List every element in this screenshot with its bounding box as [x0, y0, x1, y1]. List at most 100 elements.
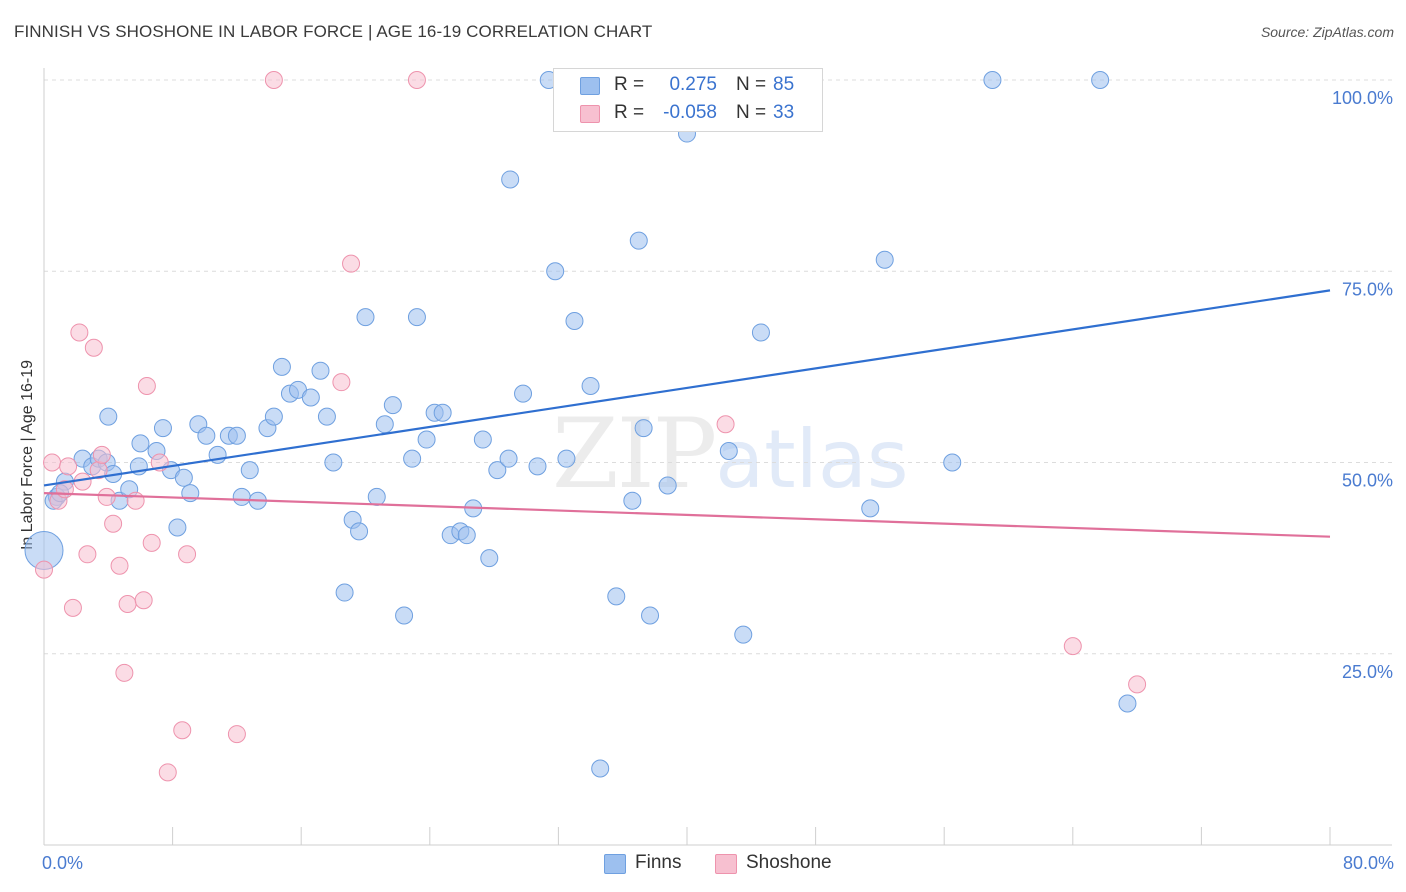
- finns-point: [501, 170, 520, 189]
- shoshone-point: [178, 545, 197, 564]
- legend-r-label: R =: [614, 102, 645, 123]
- legend-r-value: 0.275: [669, 74, 717, 95]
- shoshone-point: [43, 453, 62, 472]
- shoshone-point: [126, 491, 145, 510]
- shoshone-point: [35, 560, 53, 579]
- shoshone-point: [92, 445, 111, 464]
- finns-point: [943, 453, 962, 472]
- y-tick-label: 50.0%: [1342, 471, 1393, 491]
- source-credit: Source: ZipAtlas.com: [1260, 24, 1394, 40]
- shoshone-point: [134, 591, 153, 610]
- finns-point: [301, 388, 320, 407]
- finns-point: [335, 583, 354, 602]
- x-tick-label: 0.0%: [42, 853, 83, 873]
- finns-point: [488, 461, 507, 480]
- finns-point: [433, 403, 452, 422]
- legend-row-shoshone: R = -0.058 N = 33: [554, 101, 822, 127]
- finns-point: [719, 442, 738, 461]
- shoshone-point: [1063, 637, 1082, 656]
- finns-point: [1091, 71, 1110, 89]
- finns-point: [383, 396, 402, 415]
- legend-r-label: R =: [614, 74, 645, 95]
- finns-point: [367, 487, 386, 506]
- finns-point: [499, 449, 518, 468]
- shoshone-point: [264, 71, 283, 89]
- finns-point: [395, 606, 414, 625]
- legend-n-label: N =: [736, 74, 767, 95]
- legend-swatch-finns: [580, 77, 600, 95]
- finns-trend-line: [43, 289, 1331, 487]
- shoshone-point: [70, 323, 89, 342]
- finns-point: [634, 419, 653, 438]
- finns-point: [99, 407, 118, 426]
- finns-point: [514, 384, 533, 403]
- shoshone-point: [1128, 675, 1147, 694]
- finns-point: [623, 491, 642, 510]
- finns-point: [168, 518, 187, 537]
- chart-title: FINNISH VS SHOSHONE IN LABOR FORCE | AGE…: [14, 22, 653, 41]
- finns-point: [607, 587, 626, 606]
- finns-point: [528, 457, 547, 476]
- shoshone-point: [342, 254, 361, 273]
- shoshone-point: [73, 472, 92, 491]
- legend-n-label: N =: [736, 102, 767, 123]
- shoshone-point: [84, 338, 103, 357]
- shoshone-point: [104, 514, 123, 533]
- finns-point: [480, 549, 499, 568]
- shoshone-point: [137, 377, 156, 395]
- finns-point: [232, 487, 251, 506]
- finns-point: [546, 262, 565, 281]
- finns-point: [875, 250, 894, 269]
- finns-point: [240, 461, 259, 480]
- shoshone-point: [716, 415, 735, 434]
- shoshone-swatch: [715, 854, 737, 874]
- finns-point: [641, 606, 660, 625]
- y-tick-label: 100.0%: [1332, 88, 1393, 108]
- finns-point: [629, 231, 648, 250]
- shoshone-label: Shoshone: [746, 852, 832, 873]
- finns-point: [131, 434, 150, 453]
- finns-point: [324, 453, 343, 472]
- shoshone-trend-line: [43, 492, 1331, 538]
- y-tick-label: 25.0%: [1342, 662, 1393, 682]
- watermark-atlas: atlas: [715, 413, 909, 506]
- shoshone-point: [407, 71, 426, 89]
- finns-point: [861, 499, 880, 518]
- shoshone-point: [63, 598, 82, 617]
- y-tick-label: 75.0%: [1342, 279, 1393, 299]
- shoshone-point: [173, 721, 192, 740]
- finns-point: [407, 308, 426, 327]
- finns-point: [658, 476, 677, 495]
- finns-point: [264, 407, 283, 426]
- finns-point: [473, 430, 492, 449]
- legend-n-value: 85: [773, 74, 795, 95]
- finns-point: [350, 522, 369, 541]
- x-tick-label: 80.0%: [1343, 853, 1394, 873]
- finns-point: [591, 759, 610, 778]
- shoshone-point: [110, 556, 129, 575]
- finns-point: [734, 625, 753, 644]
- legend-row-finns: R = 0.275 N = 85: [554, 73, 822, 99]
- finns-point: [227, 426, 246, 445]
- finns-point: [983, 71, 1002, 89]
- stats-legend: R = 0.275 N = 85 R = -0.058 N = 33: [553, 68, 823, 132]
- shoshone-point: [59, 457, 78, 476]
- finns-point: [581, 377, 600, 395]
- legend-n-value: 33: [773, 102, 795, 123]
- legend-r-value: -0.058: [663, 102, 717, 123]
- finns-point: [557, 449, 576, 468]
- shoshone-point: [115, 663, 134, 682]
- finns-point: [317, 407, 336, 426]
- finns-point: [403, 449, 422, 468]
- finns-swatch: [604, 854, 626, 874]
- finns-point: [311, 361, 330, 380]
- shoshone-point: [158, 763, 177, 782]
- finns-point: [153, 419, 172, 438]
- shoshone-point: [142, 533, 161, 552]
- shoshone-point: [97, 487, 116, 506]
- finns-point: [272, 357, 291, 376]
- legend-swatch-shoshone: [580, 105, 600, 123]
- finns-label: Finns: [635, 852, 682, 873]
- finns-point: [751, 323, 770, 342]
